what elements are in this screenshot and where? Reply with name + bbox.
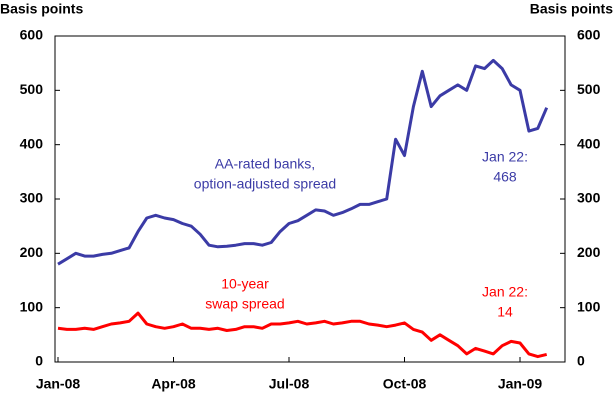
y2-tick-label: 600 xyxy=(577,27,601,43)
y2-tick-label: 500 xyxy=(577,81,601,97)
annotation: 468 xyxy=(493,169,517,185)
series-line xyxy=(57,58,549,266)
y2-tick-label: 100 xyxy=(577,298,601,314)
y2-tick-label: 400 xyxy=(577,135,601,151)
x-tick-label: Oct-08 xyxy=(383,376,427,392)
y-tick-label: 300 xyxy=(20,190,44,206)
y2-axis-label: Basis points xyxy=(530,1,613,17)
y2-tick-label: 300 xyxy=(577,190,601,206)
y-tick-label: 500 xyxy=(20,81,44,97)
y2-tick-label: 200 xyxy=(577,244,601,260)
annotation: Jan 22: xyxy=(482,284,528,300)
annotation: 14 xyxy=(497,304,513,320)
annotation: 10-year xyxy=(221,276,269,292)
x-tick-label: Jan-08 xyxy=(36,376,81,392)
annotation: Jan 22: xyxy=(482,149,528,165)
y-tick-label: 100 xyxy=(20,298,44,314)
series-line xyxy=(57,311,548,359)
y2-tick-label: 0 xyxy=(577,353,585,369)
annotation: option-adjusted spread xyxy=(194,176,336,192)
x-tick-label: Jul-08 xyxy=(269,376,310,392)
plot-frame xyxy=(54,35,566,363)
annotation: swap spread xyxy=(205,296,284,312)
y-tick-label: 0 xyxy=(35,353,43,369)
y-tick-label: 400 xyxy=(20,135,44,151)
y-axis-label: Basis points xyxy=(0,1,83,17)
x-tick-label: Apr-08 xyxy=(151,376,196,392)
x-tick-label: Jan-09 xyxy=(498,376,543,392)
y-tick-label: 600 xyxy=(20,27,44,43)
y-tick-label: 200 xyxy=(20,244,44,260)
annotation: AA-rated banks, xyxy=(215,156,315,172)
